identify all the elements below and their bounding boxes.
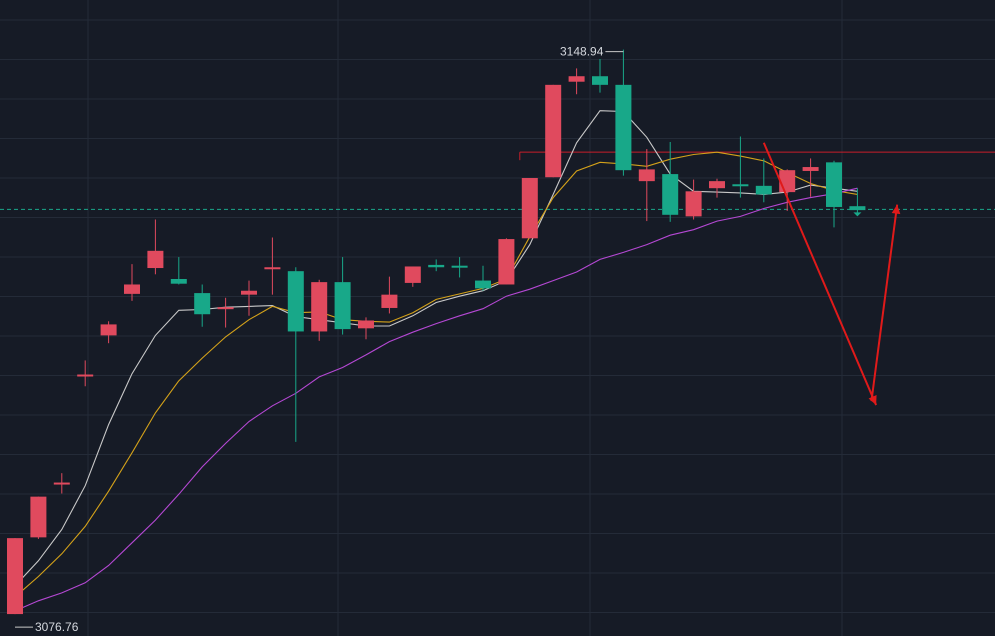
candle-body [358, 320, 374, 329]
candle-body [404, 266, 421, 283]
candle-body [779, 170, 796, 193]
candle-body [100, 324, 117, 336]
candle-body [615, 84, 632, 171]
candle-body [638, 169, 655, 182]
candle-body [498, 239, 515, 285]
candle-body [264, 267, 281, 270]
candle-body [428, 264, 445, 268]
candle-body [124, 284, 140, 294]
projection-arrowhead-2 [891, 204, 901, 215]
candle-body [592, 76, 608, 85]
moving-average-line-3 [14, 187, 858, 612]
candle-body [311, 282, 328, 332]
candle-body [802, 167, 819, 171]
candle-body [241, 290, 257, 295]
candle-body [755, 185, 772, 195]
candle-body [77, 374, 94, 377]
candle-body [826, 162, 842, 207]
projection-arrow-1 [762, 142, 878, 406]
candle-body [475, 280, 491, 289]
projection-arrow-2 [870, 204, 899, 402]
candle-body [709, 181, 725, 189]
candle-body [287, 271, 304, 332]
candle-body [217, 307, 234, 310]
candle-body [849, 206, 866, 211]
candle-body [381, 294, 398, 308]
low-price-label: 3076.76 [35, 620, 79, 634]
candle-body [732, 184, 749, 187]
candle-body [147, 250, 164, 269]
moving-average-line-2 [14, 151, 858, 598]
candle-body [545, 84, 562, 178]
candle-body [662, 174, 679, 215]
candle-body [521, 178, 538, 239]
high-price-label: 3148.94 [560, 45, 604, 59]
candle-body [685, 191, 702, 217]
candle-body [30, 496, 47, 538]
candle-body [451, 265, 468, 268]
candle-body [334, 282, 351, 330]
candle-body [170, 279, 187, 284]
candle-body [568, 76, 585, 82]
candle-body [7, 538, 23, 615]
candle-body [194, 293, 211, 315]
current-price-marker [853, 212, 862, 217]
candle-body [53, 482, 70, 485]
moving-average-line-1 [14, 110, 858, 587]
